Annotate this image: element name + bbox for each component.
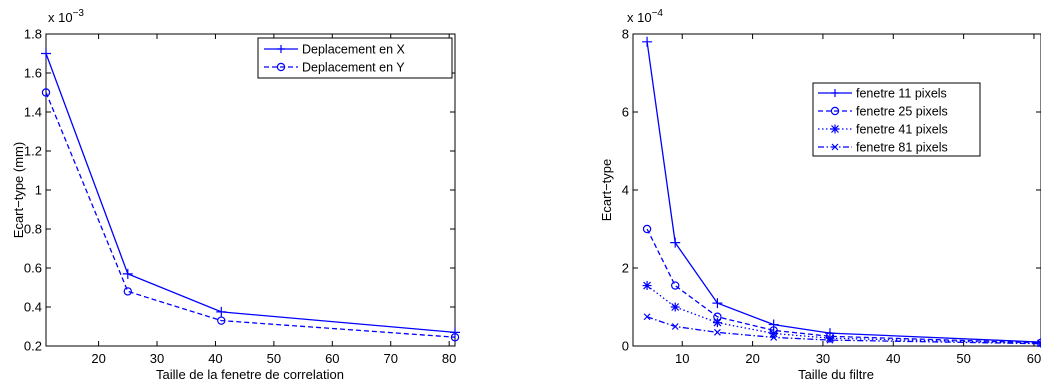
x-tick-label: 70 (383, 351, 397, 366)
y-tick-label: 1.6 (24, 66, 42, 81)
y-tick-label: 0.6 (24, 261, 42, 276)
plot-right-legend-item-2: fenetre 41 pixels (818, 123, 948, 137)
plot-right-axes-box (632, 33, 1041, 347)
data-point-0-1 (670, 237, 681, 248)
data-point-3-1 (671, 323, 679, 330)
x-tick-label: 30 (150, 351, 164, 366)
data-point-2-2 (712, 318, 722, 328)
series-line-0 (45, 53, 456, 334)
plot-left-xlabel: Taille de la fenetre de correlation (156, 367, 344, 382)
y-tick-label: 2 (622, 261, 629, 276)
data-point-1-2 (217, 316, 226, 325)
plot-left-legend: Deplacement en X Deplacement en Y (257, 37, 453, 79)
x-tick-label: 80 (442, 351, 456, 366)
series-line-1 (646, 228, 1041, 344)
legend-x-marker-icon (831, 143, 839, 151)
data-point-0-0 (41, 48, 51, 59)
data-point-0-1 (122, 268, 133, 279)
plot-left-exponent: x 10−3 (48, 8, 84, 25)
plot-right: 10 20 30 40 50 60 0 2 4 6 8 x 10−4 Taille du filtr… (599, 8, 1041, 382)
plot-left-axes-box (45, 33, 456, 347)
plot-left-legend-item-1: Deplacement en Y (264, 61, 405, 75)
legend-circle-marker-icon (830, 106, 840, 116)
plot-right-legend-item-3: fenetre 81 pixels (818, 141, 948, 155)
y-tick-label: 0.2 (24, 339, 42, 354)
legend-label-deplacement-x: Deplacement en X (302, 43, 406, 57)
data-point-1-1 (123, 287, 133, 296)
x-tick-label: 20 (91, 351, 105, 366)
y-tick-label: 4 (622, 183, 629, 198)
data-point-2-3 (769, 329, 779, 339)
x-tick-label: 50 (956, 351, 970, 366)
data-point-2-4 (825, 333, 835, 343)
x-tick-label: 40 (886, 351, 900, 366)
y-tick-label: 1.4 (24, 105, 42, 120)
data-point-3-2 (713, 328, 721, 336)
legend-plus-marker-icon (277, 45, 285, 53)
plot-right-legend-item-1: fenetre 25 pixels (818, 105, 948, 119)
plot-left-ylabel: Ecart−type (mm) (11, 142, 26, 238)
data-point-1-1 (671, 281, 680, 290)
legend-label-deplacement-y: Deplacement en Y (302, 61, 405, 75)
data-point-0-0 (642, 36, 653, 47)
legend-label-fenetre-81: fenetre 81 pixels (856, 141, 948, 155)
legend-circle-marker-icon (276, 62, 286, 72)
y-tick-label: 8 (622, 27, 629, 42)
legend-label-fenetre-25: fenetre 25 pixels (856, 105, 948, 119)
data-point-3-0 (643, 313, 651, 321)
legend-star-marker-icon (830, 124, 840, 134)
legend-label-fenetre-11: fenetre 11 pixels (856, 87, 947, 101)
legend-plus-marker-icon (831, 89, 839, 97)
series-line-0 (646, 41, 1041, 343)
data-point-3-4 (826, 336, 834, 344)
series-line-1 (45, 92, 456, 338)
plot-right-legend: fenetre 11 pixels fenetre 25 pixels fene… (812, 82, 981, 157)
data-point-3-3 (770, 333, 778, 341)
plot-right-xlabel: Taille du filtre (798, 367, 874, 382)
data-point-0-2 (712, 298, 723, 309)
plot-left-ticks: 20 30 40 50 60 70 80 0.2 0.4 0.6 0.8 1 1.2 1.4 1.6 1.8 (24, 27, 456, 367)
y-tick-label: 0.8 (24, 222, 42, 237)
series-line-2 (646, 285, 1041, 344)
plot-right-legend-box (812, 82, 981, 157)
x-tick-label: 60 (325, 351, 339, 366)
plot-right-legend-item-0: fenetre 11 pixels (818, 87, 947, 101)
data-point-1-0 (41, 88, 51, 97)
data-point-3-5 (1037, 340, 1041, 348)
data-point-1-0 (642, 224, 652, 234)
y-tick-label: 1.8 (24, 27, 42, 42)
plot-right-ylabel: Ecart−type (599, 159, 614, 222)
x-tick-label: 10 (675, 351, 689, 366)
plot-left: 20 30 40 50 60 70 800.20.40.60.811.21.41.61.8 … (11, 8, 460, 382)
plot-right-series (642, 36, 1041, 348)
x-tick-label: 40 (208, 351, 222, 366)
data-point-2-0 (642, 281, 652, 291)
y-tick-label: 1.2 (24, 144, 42, 159)
plot-right-exponent: x 10−4 (627, 8, 663, 25)
data-point-0-2 (216, 306, 227, 317)
x-tick-label: 30 (816, 351, 830, 366)
plot-left-series (41, 48, 460, 342)
x-tick-label: 20 (745, 351, 759, 366)
plot-right-ticks: 10 20 30 40 50 60 0 2 4 6 8 (622, 27, 1041, 366)
data-point-0-3 (768, 319, 779, 330)
plot-left-legend-item-0: Deplacement en X (264, 43, 406, 57)
plot-left-legend-box (257, 37, 453, 79)
x-tick-label: 50 (267, 351, 281, 366)
x-tick-label: 60 (1027, 351, 1041, 366)
series-line-3 (646, 316, 1041, 345)
y-tick-label: 0 (622, 339, 629, 354)
legend-label-fenetre-41: fenetre 41 pixels (856, 123, 948, 137)
y-tick-label: 0.4 (24, 300, 42, 315)
data-point-2-1 (670, 302, 680, 312)
data-point-1-3 (450, 333, 460, 342)
y-tick-label: 6 (622, 105, 629, 120)
data-point-0-3 (450, 327, 460, 338)
y-tick-label: 1 (35, 183, 42, 198)
